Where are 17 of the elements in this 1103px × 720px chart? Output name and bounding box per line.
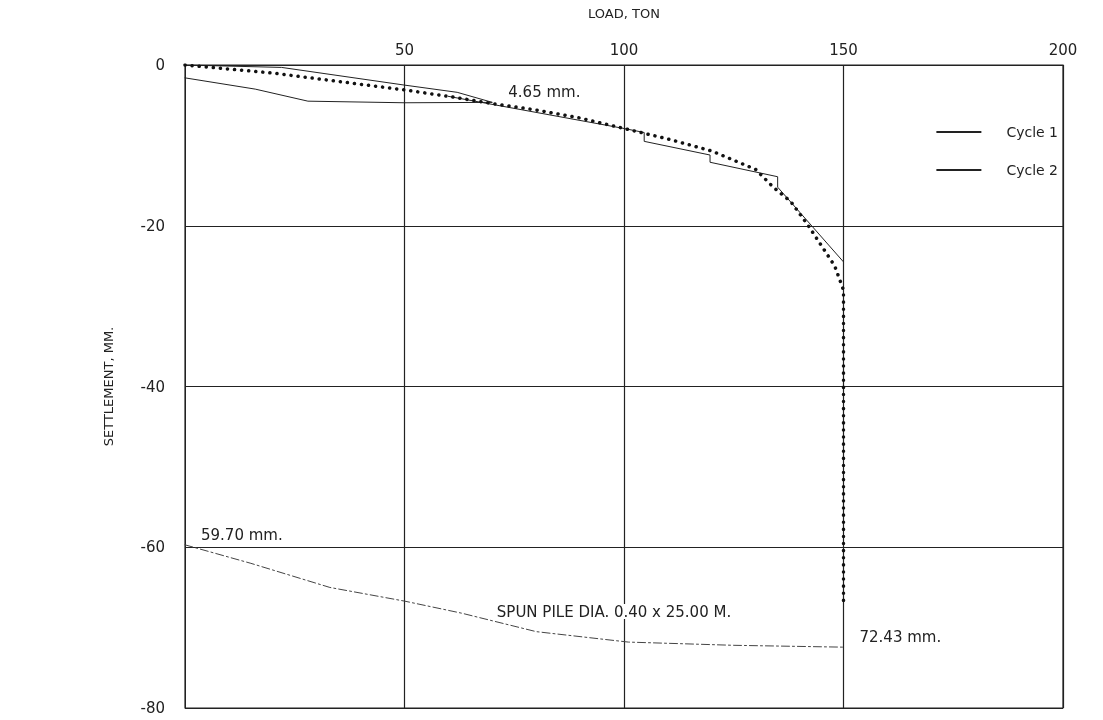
y-tick-label: -20 [140, 216, 165, 235]
x-tick-label: 50 [394, 40, 415, 59]
y-tick-label: -40 [140, 377, 165, 396]
x-tick-label: 100 [609, 40, 639, 59]
y-axis-title: SETTLEMENT, MM. [101, 326, 116, 447]
annotation: SPUN PILE DIA. 0.40 x 25.00 M. [496, 602, 732, 621]
annotation: 72.43 mm. [859, 628, 942, 647]
x-tick-label: 150 [829, 40, 858, 59]
x-tick-label: 200 [1048, 40, 1078, 59]
y-tick-label: 0 [155, 56, 165, 74]
legend-label: Cycle 1 [1006, 124, 1059, 140]
x-axis-title: LOAD, TON [588, 6, 660, 21]
annotation: 4.65 mm. [508, 83, 581, 102]
annotation: 59.70 mm. [201, 525, 283, 544]
y-tick-label: -60 [140, 538, 165, 557]
legend-label: Cycle 2 [1006, 162, 1059, 178]
y-tick-label: -80 [140, 699, 165, 717]
